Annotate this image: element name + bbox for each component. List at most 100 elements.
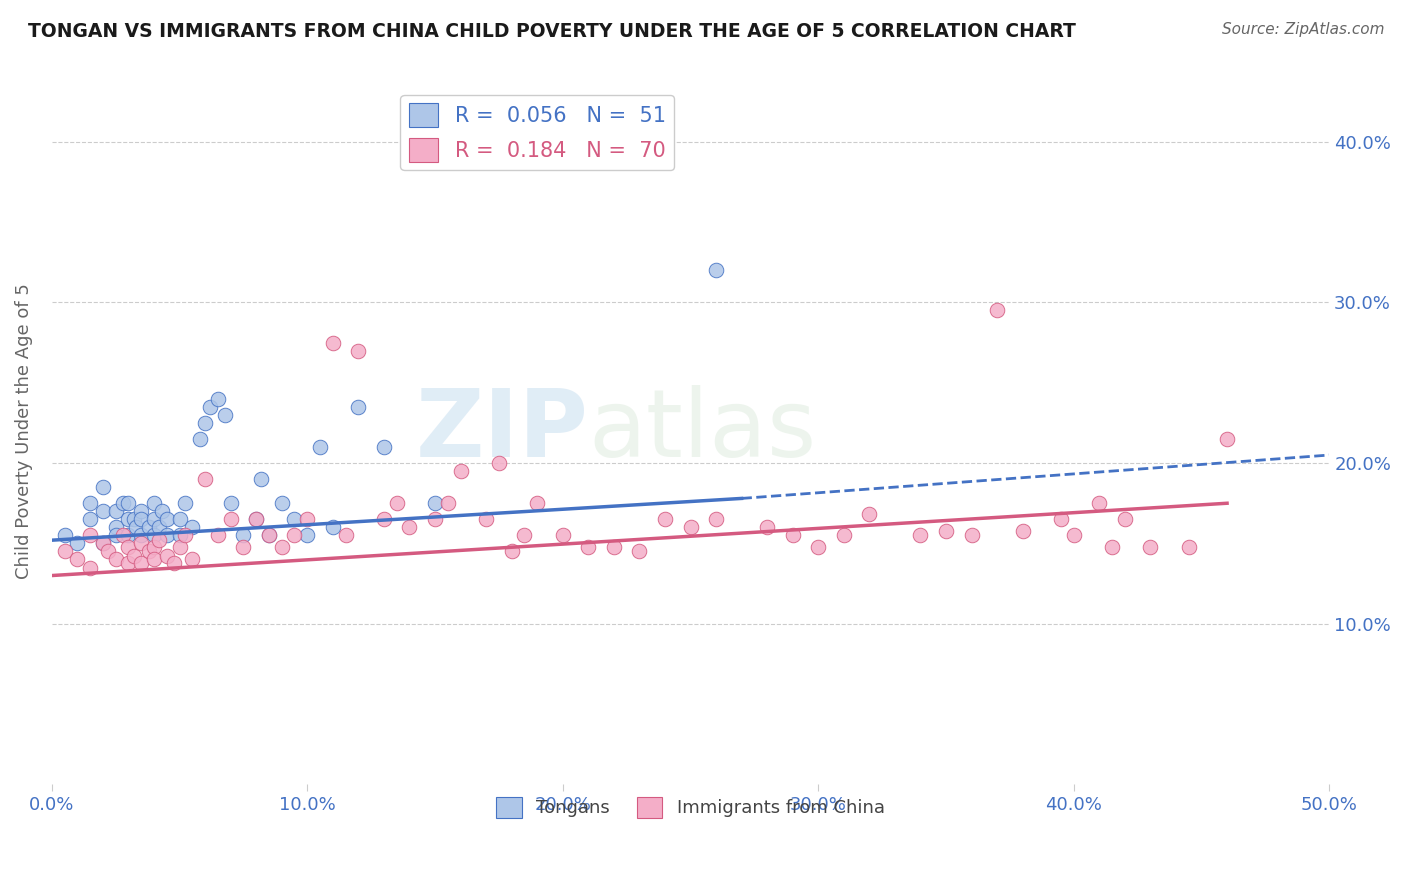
Point [910, 528, 932, 542]
Point [112, 528, 135, 542]
Point [257, 528, 280, 542]
Point [142, 496, 165, 510]
Point [513, 528, 536, 542]
Point [53, 528, 76, 542]
Point [142, 552, 165, 566]
Point [858, 508, 880, 522]
Point [232, 528, 254, 542]
Point [142, 512, 165, 526]
Point [297, 528, 319, 542]
Text: atlas: atlas [588, 385, 817, 477]
Point [66, 552, 89, 566]
Point [117, 528, 139, 542]
Point [628, 544, 651, 558]
Point [173, 496, 195, 510]
Point [138, 520, 160, 534]
Point [756, 520, 779, 534]
Point [142, 528, 165, 542]
Point [122, 512, 145, 526]
Point [704, 263, 727, 277]
Point [1050, 512, 1073, 526]
Text: Source: ZipAtlas.com: Source: ZipAtlas.com [1222, 22, 1385, 37]
Point [142, 540, 165, 554]
Point [270, 496, 292, 510]
Point [501, 544, 523, 558]
Point [219, 496, 242, 510]
Point [79, 512, 101, 526]
Point [53, 544, 76, 558]
Point [1139, 540, 1161, 554]
Point [347, 400, 370, 414]
Point [97, 544, 120, 558]
Point [373, 512, 395, 526]
Point [194, 416, 217, 430]
Point [283, 528, 305, 542]
Point [188, 432, 211, 446]
Point [198, 400, 221, 414]
Point [112, 496, 135, 510]
Point [1216, 432, 1239, 446]
Point [513, 151, 536, 165]
Point [450, 464, 472, 478]
Legend: Tongans, Immigrants from China: Tongans, Immigrants from China [489, 789, 891, 825]
Point [960, 528, 983, 542]
Point [423, 496, 446, 510]
Point [181, 552, 204, 566]
Point [117, 512, 139, 526]
Point [335, 528, 357, 542]
Point [283, 512, 305, 526]
Text: ZIP: ZIP [415, 385, 588, 477]
Point [117, 556, 139, 570]
Point [270, 540, 292, 554]
Point [232, 540, 254, 554]
Point [935, 524, 957, 538]
Point [385, 496, 408, 510]
Point [129, 528, 152, 542]
Point [156, 512, 179, 526]
Point [436, 496, 458, 510]
Point [250, 472, 273, 486]
Point [91, 480, 114, 494]
Point [79, 496, 101, 510]
Point [125, 520, 148, 534]
Point [551, 528, 574, 542]
Point [475, 512, 498, 526]
Point [1088, 496, 1111, 510]
Point [1063, 528, 1085, 542]
Point [138, 544, 160, 558]
Point [117, 496, 139, 510]
Point [526, 496, 548, 510]
Point [297, 512, 319, 526]
Point [156, 549, 179, 564]
Text: TONGAN VS IMMIGRANTS FROM CHINA CHILD POVERTY UNDER THE AGE OF 5 CORRELATION CHA: TONGAN VS IMMIGRANTS FROM CHINA CHILD PO… [28, 22, 1076, 41]
Point [163, 556, 186, 570]
Point [129, 536, 152, 550]
Point [245, 512, 267, 526]
Point [150, 504, 173, 518]
Point [219, 512, 242, 526]
Point [347, 343, 370, 358]
Point [322, 520, 344, 534]
Point [104, 504, 127, 518]
Point [782, 528, 804, 542]
Point [488, 456, 510, 470]
Point [104, 552, 127, 566]
Point [1114, 512, 1136, 526]
Point [257, 528, 280, 542]
Point [194, 472, 217, 486]
Point [129, 556, 152, 570]
Point [986, 303, 1008, 318]
Point [1177, 540, 1199, 554]
Point [91, 504, 114, 518]
Point [104, 520, 127, 534]
Point [169, 540, 191, 554]
Point [704, 512, 727, 526]
Point [576, 540, 599, 554]
Point [156, 528, 179, 542]
Point [181, 520, 204, 534]
Point [373, 440, 395, 454]
Point [832, 528, 855, 542]
Point [91, 536, 114, 550]
Point [169, 512, 191, 526]
Point [398, 520, 420, 534]
